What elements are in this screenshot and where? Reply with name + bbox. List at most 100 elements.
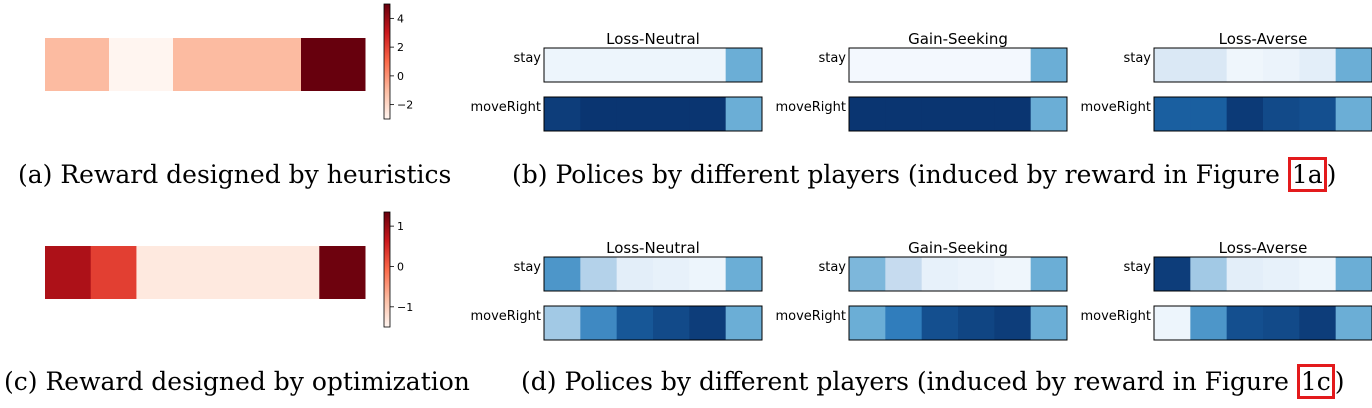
policy-cell-b-1-moveRight-2: [921, 97, 959, 131]
policy-cell-d-1-stay-3: [958, 257, 995, 291]
policy-cell-b-1-moveRight-5: [1030, 97, 1068, 131]
policy-cell-b-2-moveRight-2: [1226, 97, 1264, 131]
colorbar-tick-label-a-2: 0: [397, 70, 404, 83]
policy-cell-b-0-moveRight-1: [580, 97, 618, 131]
policy-cell-d-0-moveRight-0: [544, 306, 581, 340]
policy-cell-d-2-stay-4: [1299, 257, 1337, 291]
reward-cell-c-1: [90, 246, 137, 299]
policy-frame-d-1-stay: [848, 256, 1068, 292]
policy-cell-d-0-moveRight-2: [616, 306, 654, 340]
policy-cell-d-1-moveRight-4: [994, 306, 1032, 340]
policy-cell-d-2-moveRight-4: [1299, 306, 1337, 340]
policy-cell-d-2-stay-2: [1226, 257, 1264, 291]
policy-cell-d-0-stay-2: [616, 257, 654, 291]
policy-cell-d-0-moveRight-4: [689, 306, 727, 340]
policy-cell-b-1-stay-0: [849, 48, 886, 82]
policy-cell-d-2-stay-3: [1263, 257, 1300, 291]
row-label-b-0-stay: stay: [513, 51, 541, 66]
reward-cell-a-4: [301, 38, 366, 91]
colorbar-tick-label-a-0: 4: [397, 12, 404, 25]
row-label-d-0-moveRight: moveRight: [470, 309, 541, 324]
caption-b-end: ): [1326, 160, 1337, 189]
panel-title-d-0: Loss-Neutral: [606, 239, 700, 257]
policy-frame-b-2-moveRight: [1153, 96, 1372, 132]
policy-cell-d-1-moveRight-1: [885, 306, 923, 340]
colorbar-tick-label-a-3: −2: [397, 99, 413, 112]
colorbar-scale-c: [383, 211, 391, 328]
policy-cell-b-1-stay-5: [1030, 48, 1068, 82]
policy-cell-d-1-moveRight-2: [921, 306, 959, 340]
policy-cell-b-0-moveRight-3: [653, 97, 690, 131]
policy-cell-d-1-moveRight-5: [1030, 306, 1068, 340]
policy-frame-b-0-moveRight: [543, 96, 763, 132]
policy-frame-d-0-moveRight: [543, 305, 763, 341]
colorbar-tick-label-a-1: 2: [397, 41, 404, 54]
policy-cell-d-1-moveRight-0: [849, 306, 886, 340]
figure-ref-1c-link[interactable]: 1c: [1296, 364, 1335, 399]
reward-cell-c-5: [273, 246, 320, 299]
policy-cell-b-1-stay-2: [921, 48, 959, 82]
policy-cell-d-2-moveRight-0: [1154, 306, 1191, 340]
policy-frame-d-2-stay: [1153, 256, 1372, 292]
policy-cell-d-1-stay-5: [1030, 257, 1068, 291]
policy-frame-b-1-stay: [848, 47, 1068, 83]
policy-cell-b-2-moveRight-5: [1335, 97, 1372, 131]
colorbar-tick-label-c-0: 1: [397, 220, 404, 233]
policy-cell-d-2-stay-1: [1190, 257, 1228, 291]
policy-cell-b-0-stay-2: [616, 48, 654, 82]
colorbar-tick-label-c-2: −1: [397, 301, 413, 314]
policy-cell-d-0-stay-4: [689, 257, 727, 291]
policy-cell-b-0-stay-4: [689, 48, 727, 82]
reward-heatmap-a: [45, 38, 366, 91]
policy-cell-b-0-stay-0: [544, 48, 581, 82]
policy-cell-d-2-moveRight-3: [1263, 306, 1300, 340]
policy-cell-d-0-stay-1: [580, 257, 618, 291]
reward-cell-c-0: [45, 246, 92, 299]
policy-cell-b-0-stay-1: [580, 48, 618, 82]
policy-cell-d-2-moveRight-1: [1190, 306, 1228, 340]
row-label-b-1-stay: stay: [818, 51, 846, 66]
reward-cell-c-2: [136, 246, 183, 299]
reward-cell-a-0: [45, 38, 110, 91]
policy-cell-b-1-stay-3: [958, 48, 995, 82]
policy-cell-b-2-stay-4: [1299, 48, 1337, 82]
policy-cell-d-0-stay-5: [725, 257, 763, 291]
policy-cell-d-2-stay-5: [1335, 257, 1372, 291]
policy-frame-b-1-moveRight: [848, 96, 1068, 132]
policy-cell-d-1-stay-2: [921, 257, 959, 291]
policy-cell-b-2-moveRight-4: [1299, 97, 1337, 131]
row-label-d-0-stay: stay: [513, 260, 541, 275]
panel-title-b-2: Loss-Averse: [1219, 30, 1308, 48]
policy-cell-b-2-moveRight-3: [1263, 97, 1300, 131]
policy-cell-b-0-stay-3: [653, 48, 690, 82]
caption-d-text: (d) Polices by different players (induce…: [521, 367, 1297, 396]
policy-cell-b-1-moveRight-3: [958, 97, 995, 131]
policy-frame-b-2-stay: [1153, 47, 1372, 83]
reward-cell-c-6: [319, 246, 366, 299]
policy-cell-d-0-stay-0: [544, 257, 581, 291]
row-label-d-2-moveRight: moveRight: [1080, 309, 1151, 324]
colorbar-tick-label-c-1: 0: [397, 260, 404, 273]
reward-cell-a-2: [173, 38, 238, 91]
policy-frame-d-2-moveRight: [1153, 305, 1372, 341]
caption-d-end: ): [1334, 367, 1345, 396]
policy-cell-b-0-moveRight-4: [689, 97, 727, 131]
policy-cell-d-1-stay-0: [849, 257, 886, 291]
reward-heatmap-c: [45, 246, 366, 299]
policy-cell-b-0-moveRight-0: [544, 97, 581, 131]
policy-frame-d-1-moveRight: [848, 305, 1068, 341]
row-label-b-1-moveRight: moveRight: [775, 100, 846, 115]
policy-cell-d-0-moveRight-3: [653, 306, 690, 340]
policy-cell-b-2-stay-0: [1154, 48, 1191, 82]
reward-cell-a-1: [109, 38, 174, 91]
policy-cell-b-1-stay-1: [885, 48, 923, 82]
panel-title-d-1: Gain-Seeking: [908, 239, 1008, 257]
row-label-b-0-moveRight: moveRight: [470, 100, 541, 115]
figure-ref-1a-link[interactable]: 1a: [1287, 157, 1327, 192]
caption-d: (d) Polices by different players (induce…: [521, 364, 1345, 399]
reward-cell-c-3: [182, 246, 229, 299]
policy-heatmaps-d: Loss-Neutral stay moveRight Gain-Seeking sta…: [470, 239, 1372, 341]
policy-cell-d-2-moveRight-2: [1226, 306, 1264, 340]
colorbar-scale-a: [383, 3, 391, 120]
